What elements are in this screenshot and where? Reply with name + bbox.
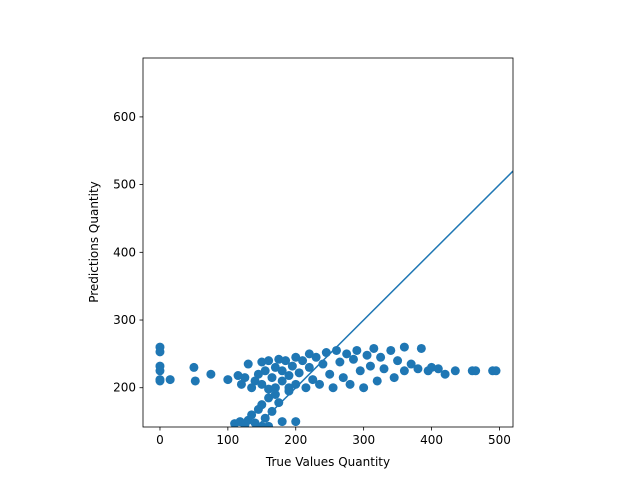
scatter-point	[260, 366, 270, 376]
scatter-point	[379, 364, 389, 374]
scatter-point	[236, 379, 246, 389]
scatter-point	[243, 359, 253, 369]
y-tick-label: 300	[113, 313, 136, 327]
scatter-point	[284, 386, 294, 396]
scatter-point	[308, 375, 318, 385]
scatter-point	[298, 356, 308, 366]
scatter-point	[321, 348, 331, 358]
scatter-point	[247, 383, 257, 393]
scatter-point	[270, 362, 280, 372]
scatter-point	[291, 379, 301, 389]
scatter-point	[284, 371, 294, 381]
scatter-point	[277, 366, 287, 376]
scatter-point	[304, 362, 314, 372]
x-tick-label: 0	[156, 433, 164, 447]
scatter-point	[433, 364, 443, 374]
scatter-point	[491, 366, 501, 376]
y-axis-label: Predictions Quantity	[87, 181, 101, 303]
scatter-point	[413, 364, 423, 374]
scatter-point	[155, 376, 165, 386]
scatter-point	[277, 417, 287, 427]
scatter-point	[155, 366, 165, 376]
scatter-point	[416, 343, 426, 353]
scatter-point	[369, 343, 379, 353]
scatter-point	[165, 375, 175, 385]
scatter-point	[270, 390, 280, 400]
scatter-point	[264, 384, 274, 394]
x-tick-label: 400	[420, 433, 443, 447]
scatter-point	[189, 362, 199, 372]
scatter-point	[352, 345, 362, 355]
scatter-point	[342, 349, 352, 359]
scatter-point	[270, 383, 280, 393]
scatter-point	[291, 417, 301, 427]
scatter-point	[291, 352, 301, 362]
x-tick-label: 200	[284, 433, 307, 447]
scatter-point	[257, 400, 267, 410]
scatter-point	[250, 418, 260, 427]
scatter-point	[399, 366, 409, 376]
scatter-point	[274, 398, 284, 408]
scatter-point	[331, 345, 341, 355]
scatter-point	[406, 359, 416, 369]
scatter-point	[277, 376, 287, 386]
scatter-point	[440, 369, 450, 379]
scatter-point	[294, 368, 304, 378]
scatter-point	[335, 357, 345, 367]
x-tick-label: 100	[216, 433, 239, 447]
scatter-point	[393, 356, 403, 366]
scatter-point	[389, 373, 399, 383]
scatter-point	[471, 366, 481, 376]
scatter-point	[450, 366, 460, 376]
scatter-point	[250, 376, 260, 386]
scatter-point	[325, 369, 335, 379]
scatter-point	[264, 356, 274, 366]
scatter-point	[206, 369, 216, 379]
scatter-point	[247, 410, 257, 420]
scatter-point	[155, 347, 165, 357]
scatter-point	[287, 361, 297, 371]
scatter-point	[318, 359, 328, 369]
x-tick-label: 300	[352, 433, 375, 447]
scatter-point	[348, 354, 358, 364]
scatter-point	[345, 379, 355, 389]
y-tick-label: 400	[113, 245, 136, 259]
scatter-point	[304, 349, 314, 359]
scatter-point	[427, 362, 437, 372]
scatter-point	[386, 345, 396, 355]
scatter-point	[355, 366, 365, 376]
scatter-point	[264, 421, 274, 427]
scatter-point	[264, 393, 274, 403]
scatter-point	[223, 375, 233, 385]
y-tick-label: 500	[113, 178, 136, 192]
scatter-point	[359, 383, 369, 393]
x-axis-label: True Values Quantity	[265, 455, 390, 469]
axes-frame	[142, 57, 514, 428]
scatter-point	[257, 379, 267, 389]
line	[255, 170, 513, 427]
scatter-point	[281, 356, 291, 366]
scatter-point	[315, 379, 325, 389]
scatter-point	[190, 376, 200, 386]
scatter-point	[274, 354, 284, 364]
x-tick-label: 500	[488, 433, 511, 447]
y-tick-label: 600	[113, 110, 136, 124]
scatter-point	[267, 373, 277, 383]
scatter-point	[372, 376, 382, 386]
scatter-point	[365, 361, 375, 371]
scatter-point	[376, 352, 386, 362]
scatter-point	[362, 350, 372, 360]
plot-area	[155, 170, 513, 427]
y-tick-label: 200	[113, 381, 136, 395]
scatter-point	[311, 352, 321, 362]
scatter-point	[399, 342, 409, 352]
scatter-point	[301, 383, 311, 393]
scatter-point	[257, 357, 267, 367]
scatter-point	[328, 383, 338, 393]
scatter-point	[338, 373, 348, 383]
scatter-point	[253, 369, 263, 379]
scatter-point	[233, 371, 243, 381]
scatter-point	[240, 373, 250, 383]
